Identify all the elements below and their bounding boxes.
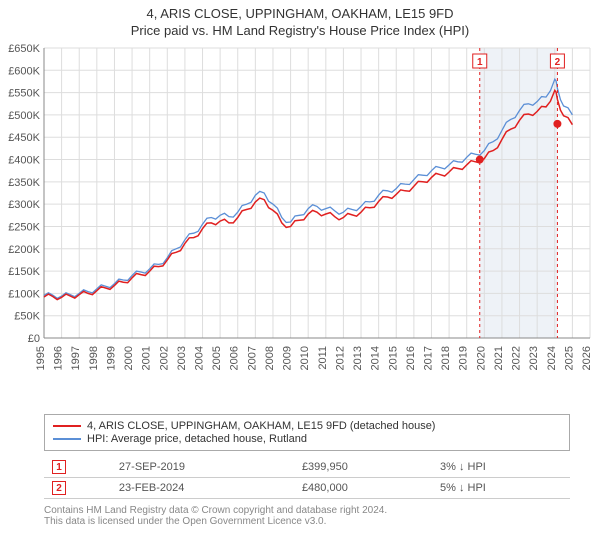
event-price: £399,950: [294, 457, 432, 478]
svg-text:£50K: £50K: [14, 311, 40, 323]
svg-text:1998: 1998: [88, 346, 100, 370]
svg-text:1: 1: [477, 57, 483, 68]
event-price: £480,000: [294, 478, 432, 499]
svg-text:2: 2: [555, 57, 561, 68]
svg-text:2006: 2006: [229, 346, 241, 370]
svg-text:2001: 2001: [141, 346, 153, 370]
svg-text:£0: £0: [28, 333, 40, 345]
svg-text:2010: 2010: [299, 346, 311, 370]
footer-attribution: Contains HM Land Registry data © Crown c…: [44, 505, 570, 527]
legend-label: 4, ARIS CLOSE, UPPINGHAM, OAKHAM, LE15 9…: [87, 420, 435, 432]
svg-text:2023: 2023: [528, 346, 540, 370]
event-marker-box: 1: [52, 460, 66, 474]
svg-text:2024: 2024: [546, 346, 558, 370]
svg-text:£550K: £550K: [8, 88, 40, 100]
svg-text:2015: 2015: [387, 346, 399, 370]
svg-text:2019: 2019: [458, 346, 470, 370]
event-delta: 5% ↓ HPI: [432, 478, 570, 499]
svg-text:£400K: £400K: [8, 155, 40, 167]
chart-title-main: 4, ARIS CLOSE, UPPINGHAM, OAKHAM, LE15 9…: [0, 6, 600, 21]
svg-text:1995: 1995: [35, 346, 47, 370]
svg-text:£300K: £300K: [8, 199, 40, 211]
svg-text:£500K: £500K: [8, 110, 40, 122]
svg-text:2003: 2003: [176, 346, 188, 370]
legend-row: HPI: Average price, detached house, Rutl…: [53, 433, 561, 445]
svg-text:2016: 2016: [405, 346, 417, 370]
svg-text:2009: 2009: [282, 346, 294, 370]
chart-area: £0 £50K £100K £150K £200K £250K £300K £350K £400…: [0, 38, 600, 408]
svg-text:£600K: £600K: [8, 65, 40, 77]
legend-swatch: [53, 425, 81, 427]
svg-text:£150K: £150K: [8, 266, 40, 278]
legend-row: 4, ARIS CLOSE, UPPINGHAM, OAKHAM, LE15 9…: [53, 420, 561, 432]
svg-text:1997: 1997: [70, 346, 82, 370]
footer-line2: This data is licensed under the Open Gov…: [44, 516, 570, 527]
event-marker-box: 2: [52, 481, 66, 495]
svg-text:1996: 1996: [53, 346, 65, 370]
svg-text:1999: 1999: [105, 346, 117, 370]
svg-text:2004: 2004: [194, 346, 206, 370]
svg-text:2012: 2012: [334, 346, 346, 370]
svg-text:2000: 2000: [123, 346, 135, 370]
svg-text:2021: 2021: [493, 346, 505, 370]
table-row: 1 27-SEP-2019£399,9503% ↓ HPI: [44, 457, 570, 478]
svg-text:2011: 2011: [317, 346, 329, 370]
svg-text:2022: 2022: [511, 346, 523, 370]
svg-text:£350K: £350K: [8, 177, 40, 189]
svg-text:2002: 2002: [158, 346, 170, 370]
svg-text:£450K: £450K: [8, 132, 40, 144]
event-date: 23-FEB-2024: [111, 478, 294, 499]
svg-text:2005: 2005: [211, 346, 223, 370]
table-row: 2 23-FEB-2024£480,0005% ↓ HPI: [44, 478, 570, 499]
svg-text:£250K: £250K: [8, 221, 40, 233]
legend-box: 4, ARIS CLOSE, UPPINGHAM, OAKHAM, LE15 9…: [44, 414, 570, 451]
svg-text:2025: 2025: [563, 346, 575, 370]
svg-text:£100K: £100K: [8, 288, 40, 300]
svg-text:2014: 2014: [370, 346, 382, 370]
chart-title-block: 4, ARIS CLOSE, UPPINGHAM, OAKHAM, LE15 9…: [0, 0, 600, 38]
event-delta: 3% ↓ HPI: [432, 457, 570, 478]
line-chart-svg: £0 £50K £100K £150K £200K £250K £300K £350K £400…: [0, 38, 600, 408]
svg-text:£200K: £200K: [8, 244, 40, 256]
svg-text:2008: 2008: [264, 346, 276, 370]
svg-text:2007: 2007: [246, 346, 258, 370]
svg-text:£650K: £650K: [8, 43, 40, 55]
chart-title-sub: Price paid vs. HM Land Registry's House …: [0, 23, 600, 38]
events-table: 1 27-SEP-2019£399,9503% ↓ HPI 2 23-FEB-2024…: [44, 457, 570, 499]
svg-text:2013: 2013: [352, 346, 364, 370]
legend-swatch: [53, 438, 81, 440]
svg-text:2017: 2017: [422, 346, 434, 370]
svg-text:2018: 2018: [440, 346, 452, 370]
event-date: 27-SEP-2019: [111, 457, 294, 478]
svg-text:2020: 2020: [475, 346, 487, 370]
svg-text:2026: 2026: [581, 346, 593, 370]
legend-label: HPI: Average price, detached house, Rutl…: [87, 433, 307, 445]
footer-line1: Contains HM Land Registry data © Crown c…: [44, 505, 570, 516]
